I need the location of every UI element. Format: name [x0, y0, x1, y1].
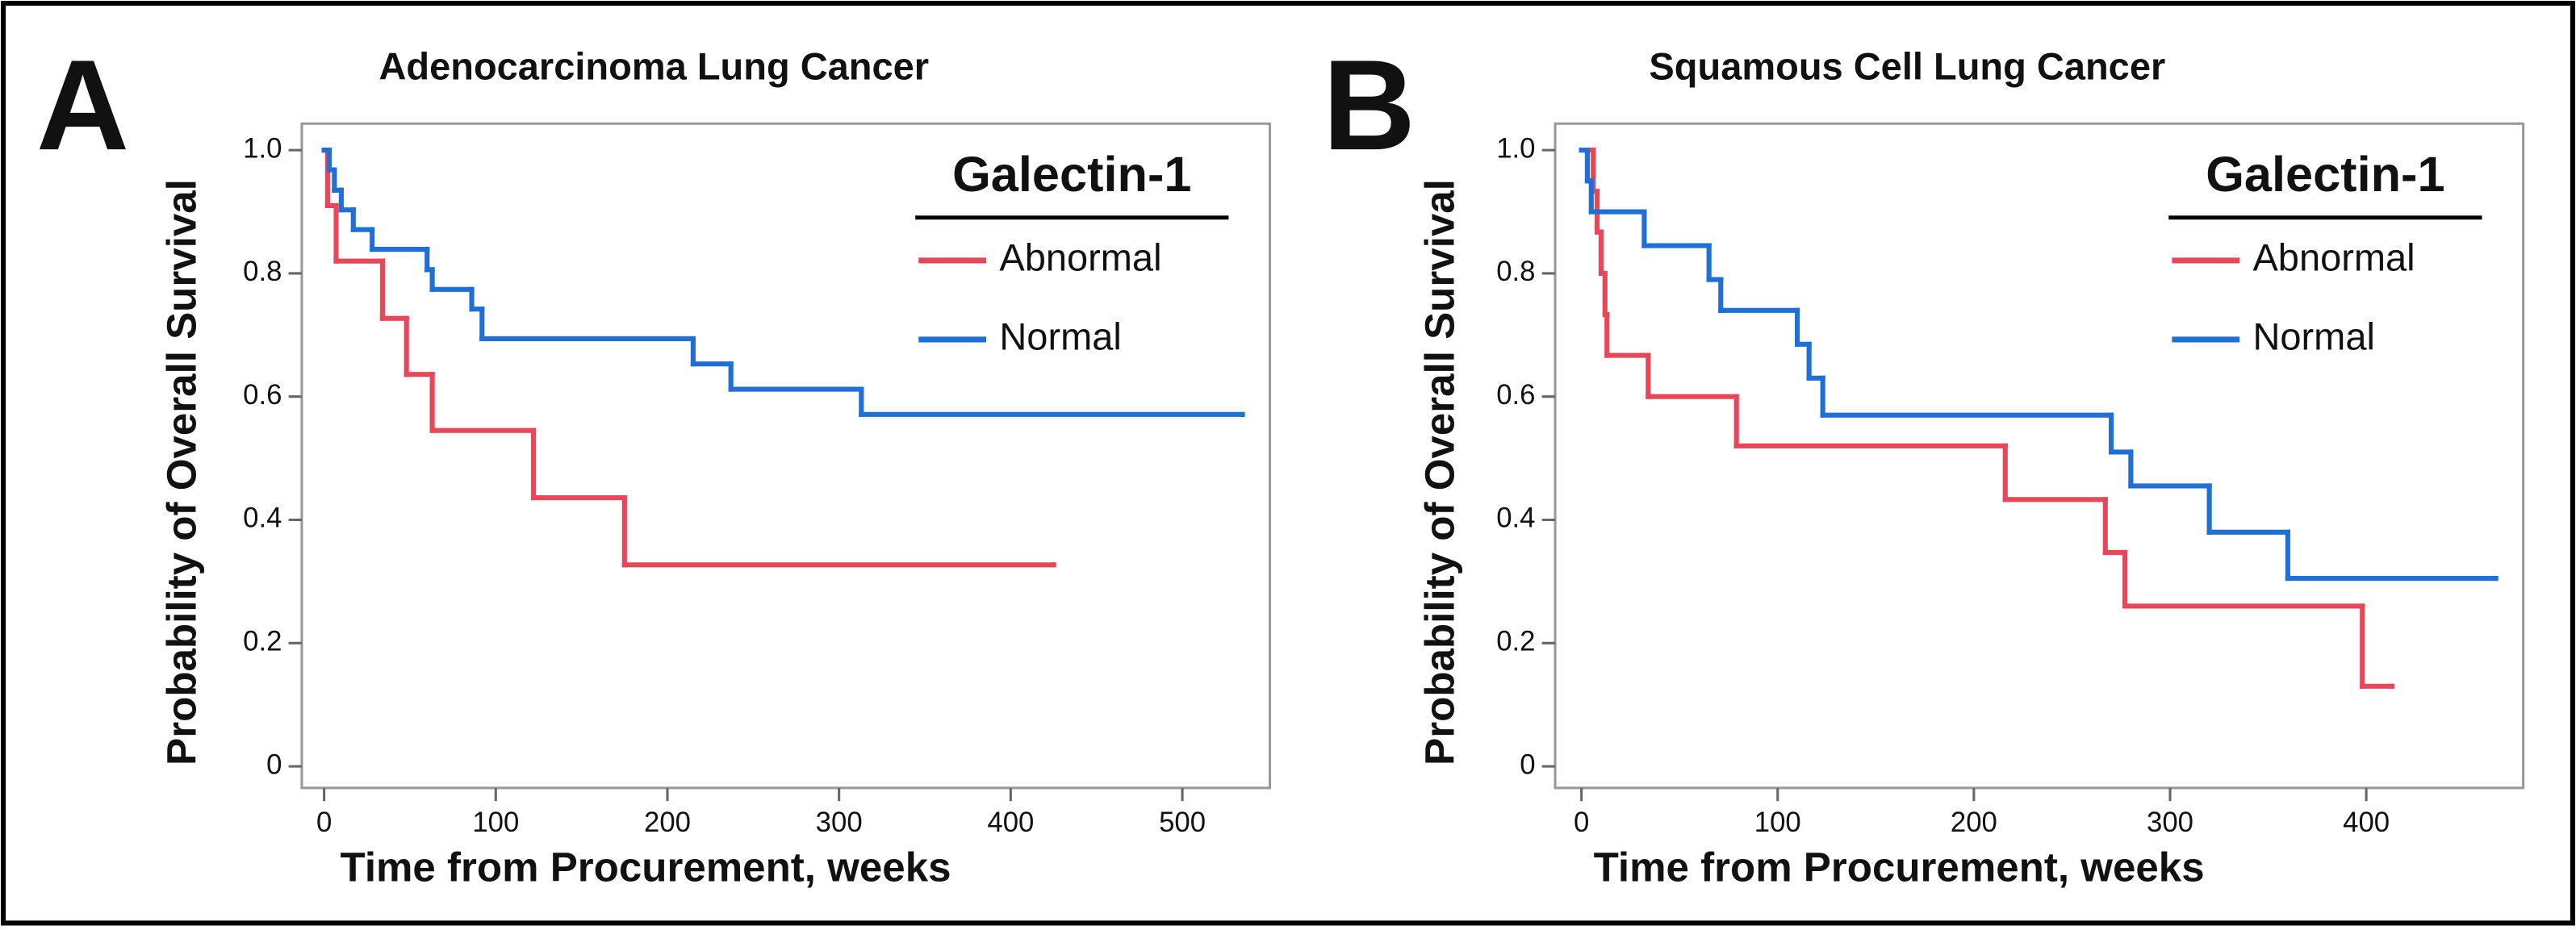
x-tick-label: 300	[2147, 807, 2193, 838]
x-axis-label: Time from Procurement, weeks	[341, 845, 951, 890]
y-tick-label: 1.0	[1496, 133, 1535, 164]
y-tick-label: 0.4	[1496, 503, 1535, 534]
legend-label: Normal	[2252, 315, 2374, 357]
y-tick-label: 0.8	[243, 256, 282, 287]
y-tick-label: 0.4	[243, 503, 282, 534]
legend-label: Abnormal	[2252, 236, 2415, 278]
y-tick-label: 0	[1520, 749, 1535, 780]
y-tick-label: 0.2	[243, 626, 282, 657]
plot-area	[300, 122, 1272, 790]
legend-label: Abnormal	[999, 236, 1161, 278]
x-tick-label: 200	[1951, 807, 1997, 838]
y-axis-label: Probability of Overall Survival	[158, 179, 204, 765]
plot-area	[1554, 122, 2525, 790]
y-tick-label: 0.2	[1496, 626, 1535, 657]
x-tick-label: 500	[1159, 807, 1206, 838]
y-tick-label: 0.6	[1496, 380, 1535, 411]
x-tick-label: 0	[1574, 807, 1589, 838]
y-tick-label: 0.8	[1496, 256, 1535, 287]
x-tick-label: 400	[987, 807, 1034, 838]
chart-title: Adenocarcinoma Lung Cancer	[378, 44, 929, 87]
legend-title: Galectin-1	[952, 147, 1191, 202]
x-tick-label: 100	[1754, 807, 1801, 838]
legend-title: Galectin-1	[2206, 147, 2444, 202]
x-tick-label: 300	[816, 807, 863, 838]
panel-letter: B	[1323, 33, 1416, 177]
panel-letter: A	[36, 33, 129, 177]
legend-label: Normal	[999, 315, 1121, 357]
x-axis-label: Time from Procurement, weeks	[1594, 845, 2205, 890]
y-tick-label: 0	[266, 749, 282, 780]
y-tick-label: 1.0	[243, 133, 282, 164]
x-tick-label: 0	[316, 807, 332, 838]
y-tick-label: 0.6	[243, 380, 282, 411]
x-tick-label: 400	[2343, 807, 2390, 838]
x-tick-label: 200	[644, 807, 691, 838]
x-tick-label: 100	[472, 807, 519, 838]
chart-title: Squamous Cell Lung Cancer	[1649, 44, 2165, 87]
y-axis-label: Probability of Overall Survival	[1417, 179, 1463, 765]
